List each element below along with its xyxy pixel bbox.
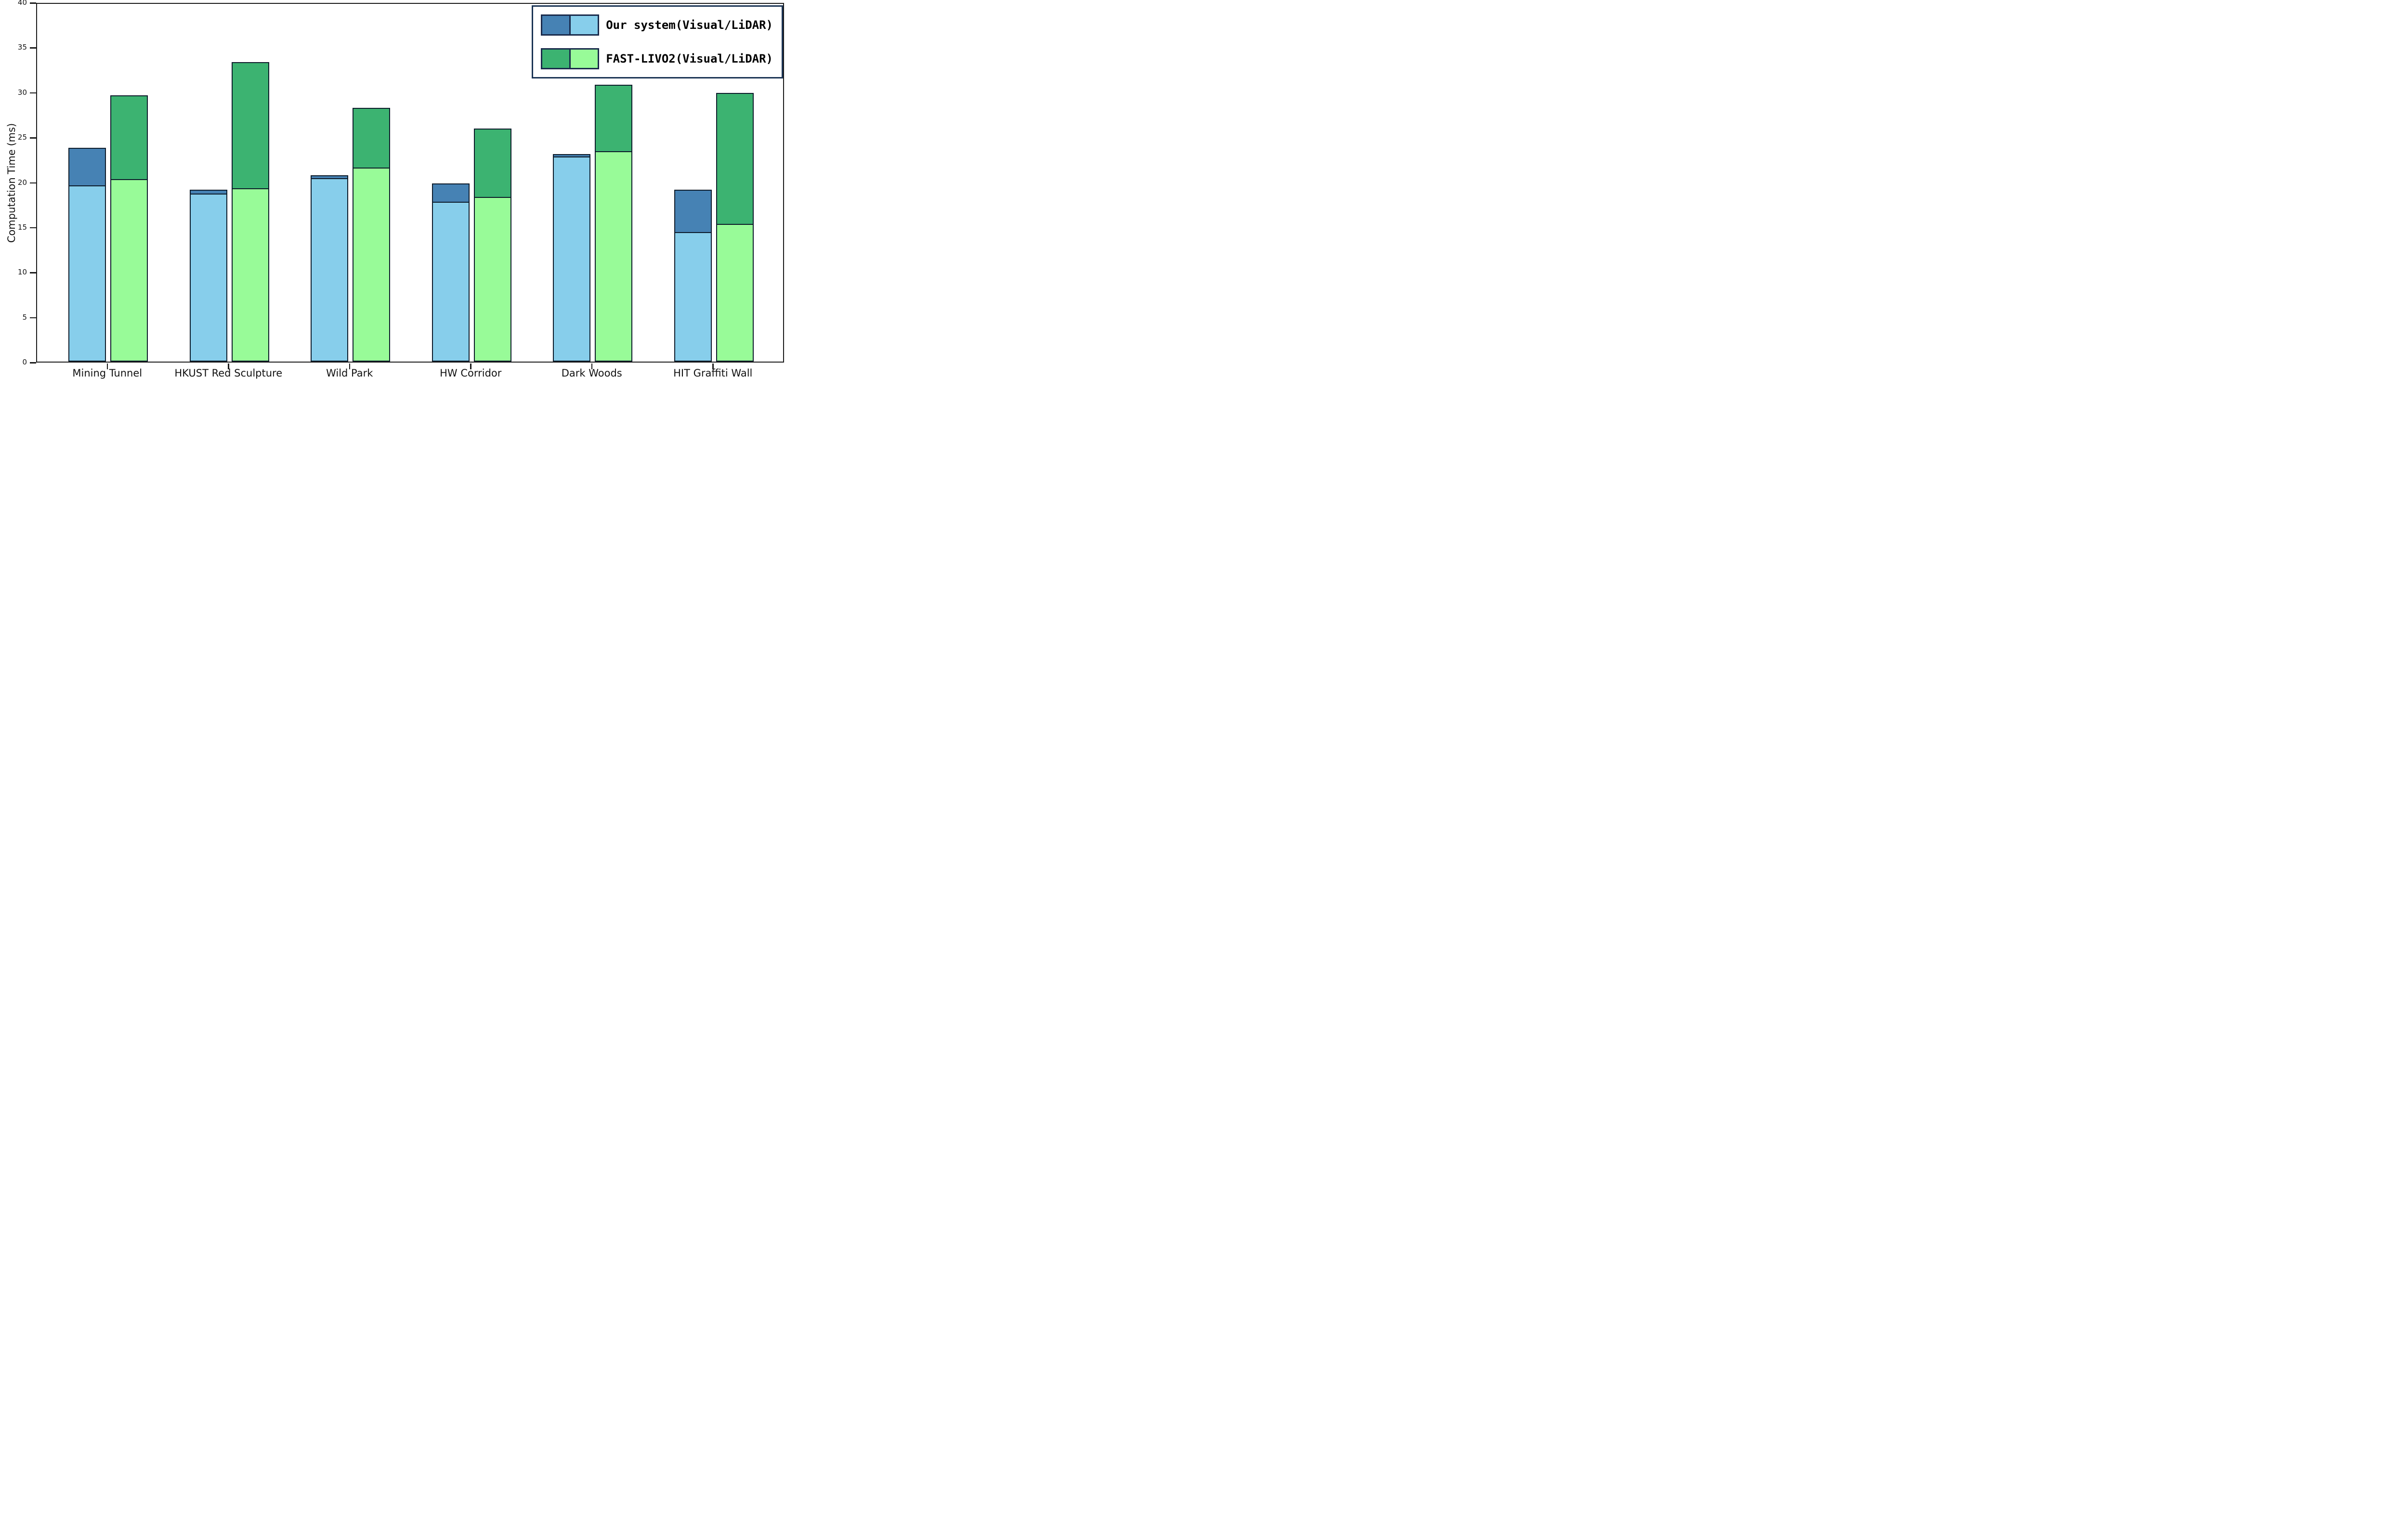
x-tick-mark bbox=[591, 364, 593, 369]
computation-time-chart: Computation Time (ms) 0 5 10 15 20 25 30 35 40 Mi… bbox=[0, 0, 785, 380]
bar-segment-visual bbox=[553, 154, 591, 158]
bar-segment-lidar bbox=[553, 156, 591, 362]
x-tick-label-hw-corridor: HW Corridor bbox=[440, 367, 502, 379]
y-tick-label: 20 bbox=[17, 178, 27, 187]
fast-bar-dark-woods bbox=[595, 84, 633, 362]
x-tick-mark bbox=[349, 364, 351, 369]
bar-segment-visual bbox=[353, 108, 391, 169]
y-tick-label: 5 bbox=[22, 312, 27, 322]
bar-segment-visual bbox=[473, 129, 511, 198]
x-tick-mark bbox=[106, 364, 108, 369]
fast-bar-hw-corridor bbox=[473, 129, 511, 362]
y-tick-label: 25 bbox=[17, 133, 27, 142]
y-tick-mark bbox=[30, 272, 36, 273]
bar-segment-lidar bbox=[68, 185, 106, 362]
y-tick-mark bbox=[30, 182, 36, 183]
our-bar-hit-graffiti-wall bbox=[674, 190, 712, 362]
bar-segment-visual bbox=[595, 84, 633, 153]
bar-segment-lidar bbox=[595, 151, 633, 362]
bar-segment-visual bbox=[110, 95, 148, 180]
y-tick-label: 0 bbox=[22, 358, 27, 366]
our-bar-mining-tunnel bbox=[68, 147, 106, 362]
y-tick-mark bbox=[30, 137, 36, 139]
y-tick-label: 10 bbox=[17, 268, 27, 277]
our-visual-swatch-icon bbox=[541, 14, 571, 36]
x-tick-mark bbox=[228, 364, 229, 369]
bar-segment-lidar bbox=[110, 179, 148, 362]
legend-swatch-pair-fast bbox=[541, 48, 600, 69]
bar-segment-lidar bbox=[473, 197, 511, 362]
x-tick-label-wild-park: Wild Park bbox=[326, 367, 373, 379]
x-tick-label-mining-tunnel: Mining Tunnel bbox=[72, 367, 143, 379]
fast-bar-wild-park bbox=[353, 108, 391, 362]
fast-lidar-swatch-icon bbox=[569, 48, 600, 69]
x-tick-label-hkust-red-sculpture: HKUST Red Sculpture bbox=[174, 367, 283, 379]
our-bar-hkust-red-sculpture bbox=[189, 190, 227, 362]
bar-segment-lidar bbox=[231, 188, 269, 362]
bar-segment-visual bbox=[716, 92, 754, 225]
x-tick-label-dark-woods: Dark Woods bbox=[561, 367, 622, 379]
y-tick-label: 35 bbox=[17, 43, 27, 52]
our-lidar-swatch-icon bbox=[569, 14, 600, 36]
fast-visual-swatch-icon bbox=[541, 48, 571, 69]
x-tick-mark bbox=[712, 364, 714, 369]
bar-segment-lidar bbox=[674, 232, 712, 362]
bar-segment-lidar bbox=[311, 178, 349, 362]
fast-bar-hkust-red-sculpture bbox=[231, 62, 269, 362]
legend-row-our-system: Our system(Visual/LiDAR) bbox=[541, 14, 773, 36]
y-tick-mark bbox=[30, 92, 36, 94]
x-tick-label-hit-graffiti-wall: HIT Graffiti Wall bbox=[673, 367, 753, 379]
bar-segment-visual bbox=[68, 147, 106, 186]
bar-segment-visual bbox=[311, 175, 349, 180]
y-tick-mark bbox=[30, 362, 36, 364]
bar-segment-lidar bbox=[189, 193, 227, 362]
our-bar-hw-corridor bbox=[432, 183, 470, 362]
fast-bar-mining-tunnel bbox=[110, 95, 148, 362]
our-bar-dark-woods bbox=[553, 154, 591, 362]
y-tick-mark bbox=[30, 2, 36, 4]
fast-bar-hit-graffiti-wall bbox=[716, 92, 754, 362]
y-tick-mark bbox=[30, 47, 36, 49]
y-tick-mark bbox=[30, 317, 36, 319]
legend-row-fast-livo2: FAST-LIVO2(Visual/LiDAR) bbox=[541, 48, 773, 69]
y-tick-mark bbox=[30, 227, 36, 229]
bar-segment-visual bbox=[674, 190, 712, 234]
bar-segment-visual bbox=[432, 183, 470, 203]
bar-segment-lidar bbox=[716, 224, 754, 362]
y-tick-label: 40 bbox=[17, 0, 27, 7]
y-tick-label: 15 bbox=[17, 222, 27, 232]
bar-segment-lidar bbox=[353, 167, 391, 362]
bar-segment-lidar bbox=[432, 201, 470, 362]
legend-label-our-system: Our system(Visual/LiDAR) bbox=[606, 18, 773, 32]
bar-segment-visual bbox=[189, 190, 227, 195]
legend-label-fast-livo2: FAST-LIVO2(Visual/LiDAR) bbox=[606, 52, 773, 65]
y-tick-label: 30 bbox=[17, 88, 27, 97]
x-tick-mark bbox=[470, 364, 471, 369]
legend-swatch-pair-our bbox=[541, 14, 600, 36]
our-bar-wild-park bbox=[311, 175, 349, 362]
legend: Our system(Visual/LiDAR) FAST-LIVO2(Visu… bbox=[532, 5, 783, 78]
bar-segment-visual bbox=[231, 62, 269, 189]
